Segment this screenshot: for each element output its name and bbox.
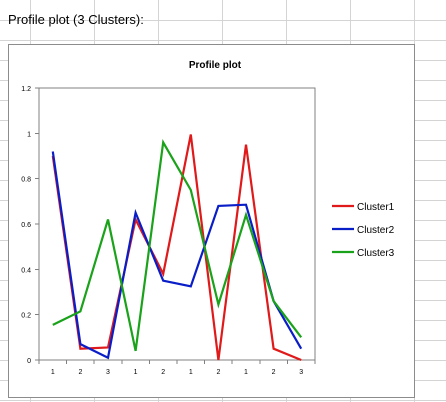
- y-tick-label: 0: [27, 358, 31, 365]
- legend-label-cluster1: Cluster1: [357, 202, 395, 213]
- plot-area-border: [38, 87, 316, 361]
- x-tick-label: 2: [78, 369, 82, 376]
- x-tick-label: 1: [134, 369, 138, 376]
- y-tick-label: 0.4: [21, 267, 31, 274]
- legend-label-cluster2: Cluster2: [357, 225, 395, 236]
- x-tick-label: 1: [244, 369, 248, 376]
- series-line-cluster2: [51, 151, 303, 360]
- sheet-title-cell: Profile plot (3 Clusters):: [8, 12, 144, 27]
- x-tick-label: 1: [189, 369, 193, 376]
- y-tick-label: 0.6: [21, 222, 31, 229]
- x-tick-label: 3: [299, 369, 303, 376]
- y-tick-label: 0.8: [21, 177, 31, 184]
- series-lines: [51, 134, 303, 362]
- x-tick-label: 2: [161, 369, 165, 376]
- x-tick-label: 2: [272, 369, 276, 376]
- x-tick-label: 3: [106, 369, 110, 376]
- y-tick-label: 1: [27, 131, 31, 138]
- x-tick-label: 2: [216, 369, 220, 376]
- series-line-cluster3: [52, 139, 303, 352]
- series-line-cluster1: [51, 134, 302, 362]
- x-tick-label: 1: [51, 369, 55, 376]
- y-tick-label: 0.2: [21, 313, 31, 320]
- axes: 0 0.2 0.4 0.6 0.8 1 1.2 1 2 3 1 2 1 2 1 2 3: [21, 86, 316, 376]
- legend-label-cluster3: Cluster3: [357, 248, 395, 259]
- legend: Cluster1 Cluster2 Cluster3: [332, 202, 395, 259]
- chart-area[interactable]: Profile plot 0 0.2 0.4 0.6 0.8 1 1.2 1 2 3 1 2 1 2 1 2 3…: [8, 44, 415, 398]
- chart-title: Profile plot: [189, 60, 242, 71]
- y-tick-label: 1.2: [21, 86, 31, 93]
- profile-plot-chart: Profile plot 0 0.2 0.4 0.6 0.8 1 1.2 1 2 3 1 2 1 2 1 2 3…: [21, 60, 395, 376]
